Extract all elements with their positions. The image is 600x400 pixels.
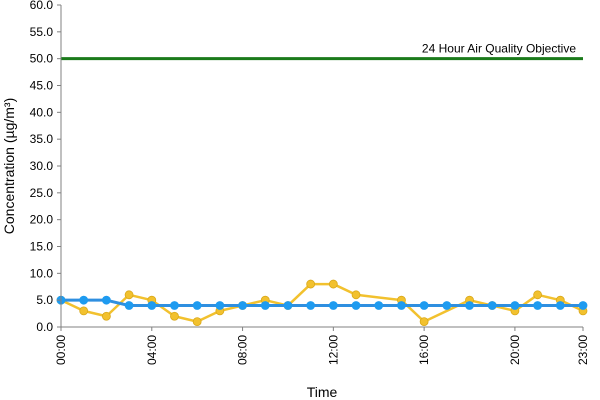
data-point [124, 301, 134, 310]
x-tick-label: 04:00 [145, 335, 159, 365]
data-point [533, 290, 543, 300]
data-point [419, 317, 429, 327]
y-tick-label: 45.0 [30, 79, 54, 93]
series-2 [56, 295, 588, 310]
series-1 [56, 279, 588, 327]
y-tick-label: 35.0 [30, 132, 54, 146]
data-point [351, 290, 361, 300]
data-point [170, 311, 179, 321]
data-point [397, 301, 406, 310]
y-tick-label: 10.0 [30, 266, 54, 280]
data-point [283, 301, 293, 310]
x-tick-label: 20:00 [508, 335, 522, 365]
y-tick-label: 0.0 [36, 320, 53, 334]
x-ticks-group: 00:00 04:00 08:00 12:00 16:00 20:00 23:00 [54, 327, 590, 365]
y-tick-label: 30.0 [30, 159, 54, 173]
data-point [101, 311, 111, 321]
data-point [238, 301, 247, 310]
data-point [124, 290, 134, 300]
x-tick-label: 08:00 [236, 335, 250, 365]
data-point [170, 301, 179, 310]
data-point [192, 301, 202, 310]
data-point [328, 301, 338, 310]
y-tick-label: 20.0 [30, 213, 54, 227]
reference-line-label: 24 Hour Air Quality Objective [422, 42, 576, 56]
data-point [192, 317, 202, 327]
data-point [578, 301, 588, 310]
y-tick-label: 5.0 [36, 293, 53, 307]
data-point [306, 279, 316, 289]
y-tick-label: 40.0 [30, 105, 54, 119]
y-tick-label: 50.0 [30, 52, 54, 66]
data-point [374, 301, 384, 310]
data-point [260, 301, 270, 310]
data-point [465, 301, 474, 310]
data-point [510, 301, 520, 310]
data-point [555, 301, 565, 310]
y-tick-label: 15.0 [30, 240, 54, 254]
data-point [487, 301, 497, 310]
series-line [60, 282, 584, 323]
y-tick-label: 25.0 [30, 186, 54, 200]
x-tick-label: 00:00 [54, 335, 68, 365]
data-point [533, 301, 543, 310]
series-line [61, 298, 583, 308]
y-ticks-group: 0.0 5.0 10.0 15.0 20.0 25.0 30.0 35.0 40.0 45.0 50… [30, 0, 61, 334]
y-tick-label: 60.0 [30, 0, 54, 12]
data-point [79, 306, 89, 316]
data-point [328, 279, 338, 289]
data-point [306, 301, 316, 310]
series-group [56, 279, 588, 327]
data-point [215, 301, 225, 310]
data-point [442, 301, 452, 310]
x-tick-label: 16:00 [417, 335, 431, 365]
x-tick-label: 23:00 [576, 335, 590, 365]
y-axis-title: Concentration (µg/m³) [1, 98, 17, 234]
x-axis-title: Time [307, 384, 338, 400]
data-point [351, 301, 361, 310]
y-tick-label: 55.0 [30, 25, 54, 39]
data-point [79, 295, 89, 305]
data-point [147, 301, 157, 310]
data-point [419, 301, 429, 310]
data-point [101, 295, 111, 305]
x-tick-label: 12:00 [326, 335, 340, 365]
